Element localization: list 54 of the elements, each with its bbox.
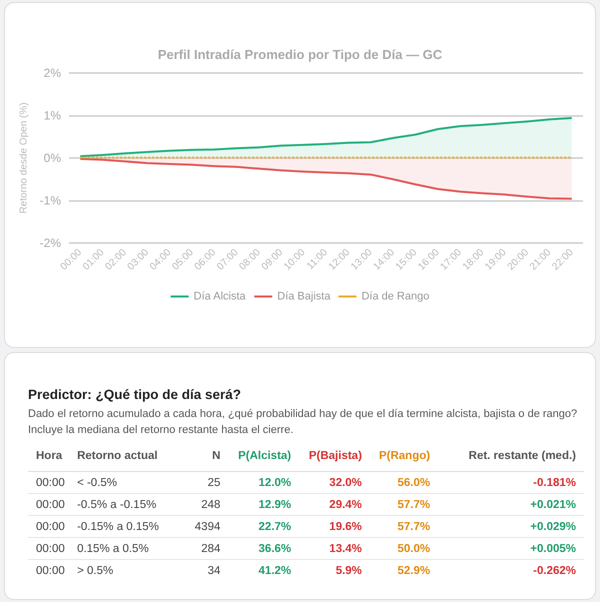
text: 284 (186, 538, 220, 560)
text: 57.7% (362, 516, 430, 538)
text: P(Alcista) (220, 441, 292, 472)
text: 12.0% (220, 472, 292, 494)
legend-label: Día Alcista (194, 290, 247, 302)
text: -0.181% (430, 472, 584, 494)
text: +0.005% (430, 538, 584, 560)
text: 4394 (186, 516, 220, 538)
text: Ret. restante (med.) (430, 441, 584, 472)
text: 13.4% (291, 538, 362, 560)
text: 248 (186, 494, 220, 516)
text: 34 (206, 564, 220, 578)
text: 32.0% (291, 472, 362, 494)
text: 41.2% (258, 564, 292, 578)
text: 00:00 (28, 472, 78, 494)
text: Hora (28, 441, 78, 472)
y-tick-label: 1% (44, 108, 62, 122)
text: 00:00 (28, 494, 78, 516)
text: Retorno actual (77, 441, 186, 472)
text: Predictor: ¿Qué tipo de día será? (28, 387, 242, 402)
chart-title: Perfil Intradía Promedio por Tipo de Día — GC (158, 47, 443, 62)
text: -0.5% a -0.15% (77, 494, 186, 516)
legend-label: Día de Rango (361, 290, 430, 302)
text: 0.15% a 0.5% (77, 538, 186, 560)
text: 00:00 (35, 564, 66, 578)
text: 57.7% (362, 494, 430, 516)
text: 52.9% (396, 564, 430, 578)
y-tick-label: -1% (40, 194, 62, 208)
text: -0.262% (532, 564, 577, 578)
y-tick-label: 0% (44, 151, 62, 165)
text: -0.15% a 0.15% (77, 516, 186, 538)
text: 36.6% (220, 538, 292, 560)
text: < -0.5% (77, 472, 186, 494)
text: 5.9% (334, 564, 362, 578)
text: +0.029% (430, 516, 584, 538)
text: N (186, 441, 220, 472)
text: P(Bajista) (291, 441, 362, 472)
text: 19.6% (291, 516, 362, 538)
text: +0.021% (430, 494, 584, 516)
text: 00:00 (28, 516, 78, 538)
text: 50.0% (362, 538, 430, 560)
text: P(Rango) (362, 441, 430, 472)
legend-label: Día Bajista (277, 290, 332, 302)
text: 56.0% (362, 472, 430, 494)
text: 00:00 (28, 538, 78, 560)
text: > 0.5% (77, 564, 114, 578)
text: 12.9% (220, 494, 292, 516)
text: Dado el retorno acumulado a cada hora, ¿qué probabilidad hay de que el día termine alcista, bajista o de rango? Incluye la mediana del retorno restante hasta el cierre. (28, 407, 578, 438)
y-axis-title: Retorno desde Open (%) (18, 102, 30, 214)
text: 22.7% (220, 516, 292, 538)
text: 25 (186, 472, 220, 494)
y-tick-label: -2% (40, 236, 62, 250)
y-tick-label: 2% (44, 66, 62, 80)
text: 29.4% (291, 494, 362, 516)
